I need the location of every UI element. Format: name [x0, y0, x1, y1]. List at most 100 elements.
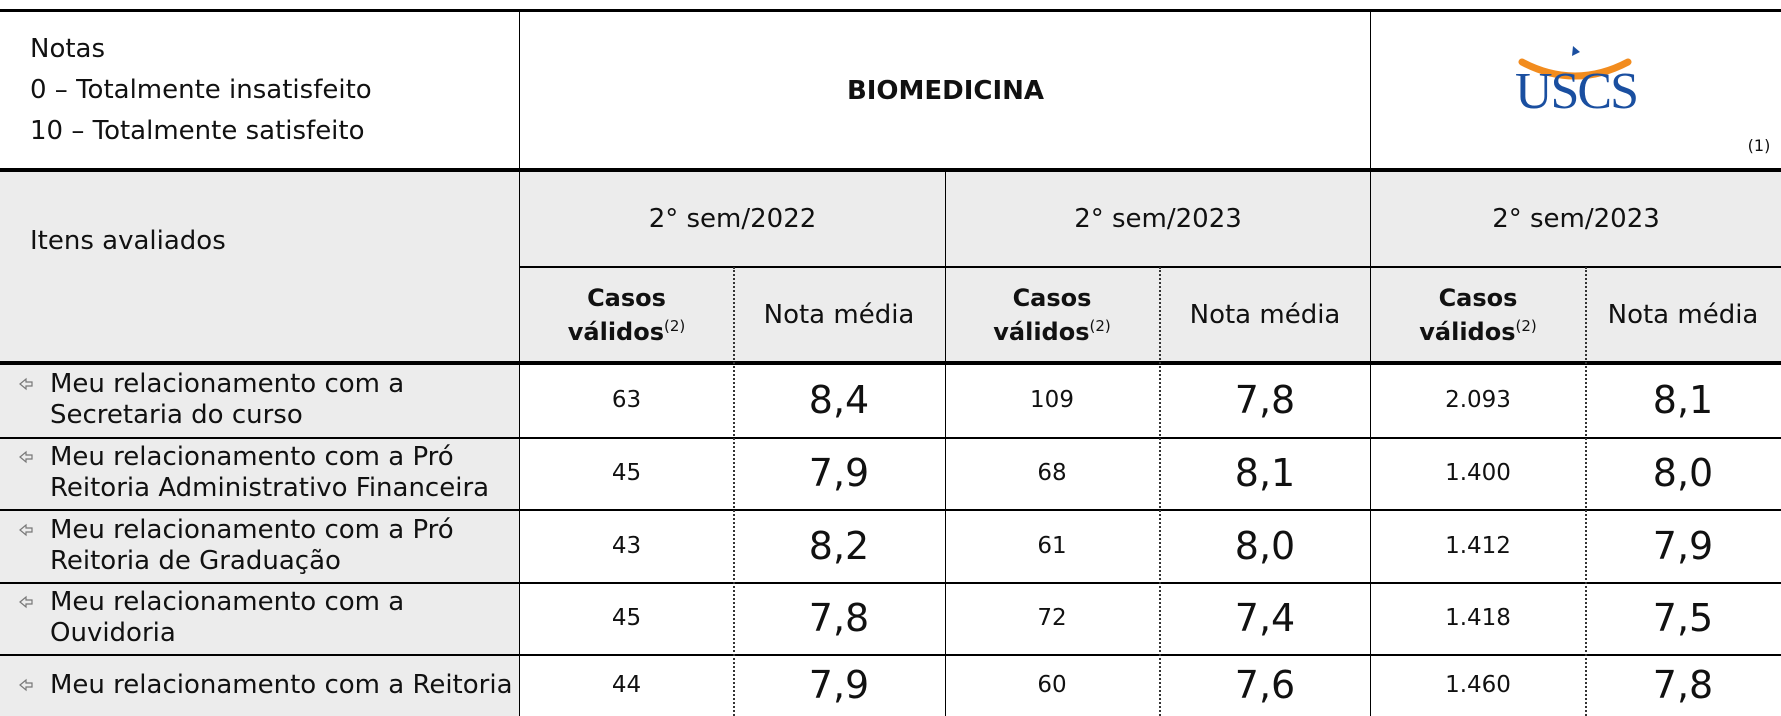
mean-value: 7,8 [733, 582, 945, 654]
cases-value: 1.460 [1371, 654, 1585, 716]
rule [0, 654, 1781, 656]
value-text: 1.412 [1445, 532, 1511, 559]
value-text: 8,4 [808, 378, 870, 422]
cases-value: 63 [520, 363, 733, 437]
mean-value: 7,8 [1585, 654, 1781, 716]
cases-word: Casos [587, 284, 666, 312]
cases-value: 43 [520, 509, 733, 582]
mean-value: 8,1 [1159, 437, 1371, 509]
mean-label: Nota média [1585, 267, 1781, 363]
mean-value: 7,9 [1585, 509, 1781, 582]
rule [1159, 267, 1161, 716]
item: Meu relacionamento com a Pró Reitoria Adm… [0, 437, 520, 509]
cases-word: válidos [567, 318, 664, 346]
title-text: BIOMEDICINA [846, 75, 1045, 106]
item-line: Meu relacionamento com a Reitoria [50, 669, 513, 700]
mean-value: 8,4 [733, 363, 945, 437]
period-text: 2° sem/2023 [1492, 203, 1660, 234]
value-text: 63 [611, 387, 642, 413]
value-text: 7,6 [1234, 663, 1296, 707]
rule [0, 168, 1781, 172]
rule [733, 267, 735, 716]
cases-value: 72 [945, 582, 1159, 654]
value-text: 7,9 [1652, 523, 1714, 568]
logo-mark [1518, 46, 1632, 80]
value-text: 7,9 [808, 451, 870, 495]
mean-label: Nota média [1159, 267, 1371, 363]
value-text: 72 [1037, 605, 1067, 631]
value-text: 8,2 [808, 523, 870, 568]
rule [0, 509, 1781, 511]
cases-value: 1.412 [1371, 509, 1585, 582]
cases-value: 1.400 [1371, 437, 1585, 509]
cases-ref: (2) [1515, 317, 1537, 335]
cases-value: 45 [520, 582, 733, 654]
item-line: Ouvidoria [50, 618, 176, 648]
value-text: 8,0 [1652, 451, 1714, 495]
note-line: 10 – Totalmente satisfeito [30, 116, 365, 146]
cases-value: 44 [520, 654, 733, 716]
value-text: 7,8 [1234, 378, 1296, 422]
mean-value: 8,1 [1585, 363, 1781, 437]
note-line: 0 – Totalmente insatisfeito [30, 75, 372, 105]
mean-text: Nota média [1607, 300, 1759, 330]
value-text: 8,1 [1652, 378, 1714, 422]
item-line: Meu relacionamento com a Pró [50, 442, 454, 472]
cases-label: Casos válidos(2) [945, 267, 1159, 363]
value-text: 7,8 [808, 596, 870, 640]
mean-value: 7,5 [1585, 582, 1781, 654]
notes: Notas 0 – Totalmente insatisfeito 10 – Tot… [30, 11, 520, 170]
value-text: 68 [1037, 460, 1067, 486]
mean-value: 8,0 [1585, 437, 1781, 509]
value-text: 1.418 [1445, 605, 1511, 631]
value-text: 61 [1037, 532, 1067, 559]
value-text: 43 [611, 532, 642, 559]
cases-word: Casos [1012, 284, 1092, 312]
value-text: 60 [1037, 672, 1067, 698]
cases-ref: (2) [1089, 317, 1111, 335]
rule [945, 170, 946, 716]
rule [1370, 11, 1371, 716]
mean-value: 8,2 [733, 509, 945, 582]
mean-value: 7,8 [1159, 363, 1371, 437]
logo-ref-text: (1) [1747, 135, 1771, 155]
cases-label: Casos válidos(2) [520, 267, 733, 363]
rule [520, 266, 1781, 268]
title: BIOMEDICINA [520, 11, 1371, 170]
cases-word: Casos [1438, 284, 1518, 312]
mean-value: 7,9 [733, 437, 945, 509]
cases-line: válidos(2) [1419, 312, 1537, 346]
value-text: 1.400 [1445, 460, 1511, 486]
value-text: 7,5 [1652, 596, 1714, 640]
period-text: 2° sem/2023 [1074, 203, 1242, 234]
value-text: 7,9 [808, 663, 870, 707]
row-header: Itens avaliados [0, 170, 520, 363]
cases-value: 61 [945, 509, 1159, 582]
cases-value: 60 [945, 654, 1159, 716]
period: 2° sem/2023 [945, 170, 1371, 267]
cases-label: Casos válidos(2) [1371, 267, 1585, 363]
cases-value: 45 [520, 437, 733, 509]
value-text: 7,4 [1234, 596, 1296, 640]
item: Meu relacionamento com a Pró Reitoria de … [0, 509, 520, 582]
cases-ref: (2) [664, 317, 686, 335]
note-line: Notas [30, 34, 106, 64]
item-line: Meu relacionamento com a [50, 369, 405, 399]
period: 2° sem/2023 [1371, 170, 1781, 267]
value-text: 2.093 [1445, 387, 1511, 413]
item-line: Reitoria de Graduação [50, 545, 341, 576]
cases-value: 109 [945, 363, 1159, 437]
period: 2° sem/2022 [520, 170, 945, 267]
rule [519, 11, 520, 716]
item: Meu relacionamento com a Ouvidoria [0, 582, 520, 654]
item-icon [19, 450, 33, 464]
mean-value: 8,0 [1159, 509, 1371, 582]
mean-text: Nota média [1189, 300, 1341, 330]
period-text: 2° sem/2022 [648, 203, 817, 234]
mean-label: Nota média [733, 267, 945, 363]
value-text: 8,0 [1234, 523, 1296, 568]
rule [0, 9, 1781, 12]
value-text: 44 [611, 672, 642, 698]
rule [0, 582, 1781, 584]
